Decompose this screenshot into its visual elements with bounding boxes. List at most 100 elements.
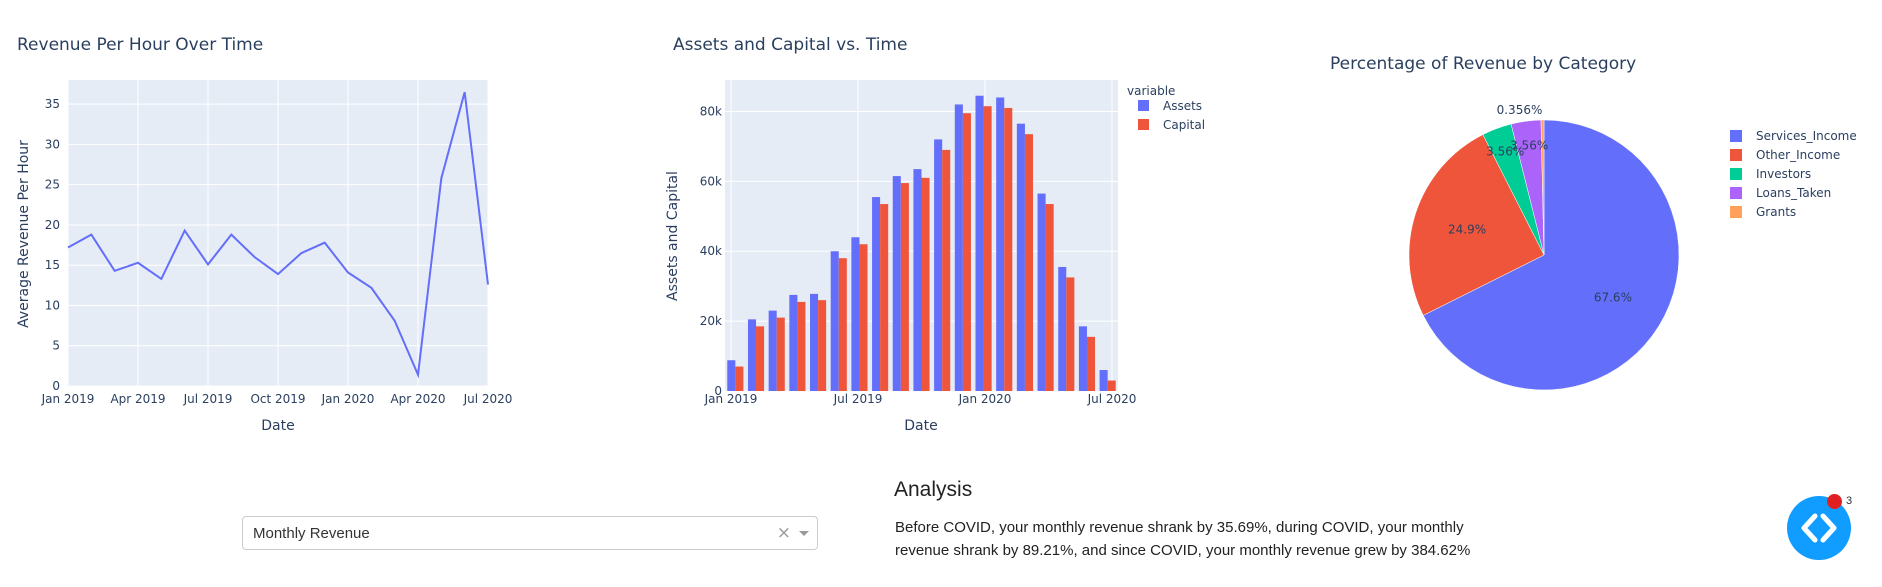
bar-capital[interactable]	[838, 258, 847, 391]
line-y-tick-label: 10	[45, 298, 60, 312]
bar-capital[interactable]	[983, 106, 992, 392]
bar-assets[interactable]	[1016, 123, 1025, 391]
line-x-tick-label: Jul 2020	[463, 392, 513, 406]
analysis-text: Before COVID, your monthly revenue shran…	[895, 519, 1471, 559]
bar-capital[interactable]	[818, 300, 827, 391]
bar-assets[interactable]	[892, 176, 901, 391]
bar-chart-x-ticks: Jan 2019 Jul 2019 Jan 2020 Jul 2020	[704, 392, 1137, 406]
line-chart-x-ticks: Jan 2019 Apr 2019 Jul 2019 Oct 2019 Jan 2020…	[41, 392, 513, 406]
bar-capital[interactable]	[1107, 380, 1116, 391]
bar-assets[interactable]	[1037, 193, 1046, 391]
pie-chart-legend: Services_Income Other_Income Investors Loan…	[1730, 129, 1857, 219]
legend-label[interactable]: Other_Income	[1756, 148, 1840, 162]
bar-assets[interactable]	[1058, 266, 1067, 391]
bar-y-tick-label: 60k	[700, 174, 722, 188]
bar-capital[interactable]	[1086, 336, 1096, 391]
bar-assets[interactable]	[872, 197, 881, 391]
bar-chart-bars	[727, 95, 1116, 392]
pie-slice-label: 24.9%	[1448, 223, 1486, 237]
bar-y-tick-label: 0	[714, 384, 722, 398]
bar-chart-legend: Assets Capital	[1138, 99, 1205, 132]
bar-x-tick-label: Jan 2019	[704, 392, 758, 406]
bar-assets[interactable]	[747, 319, 757, 391]
revenue-line-series[interactable]	[67, 91, 489, 379]
bar-capital[interactable]	[921, 177, 930, 391]
legend-label[interactable]: Capital	[1163, 118, 1205, 132]
bar-capital[interactable]	[797, 301, 806, 391]
pie-slice-grants[interactable]	[1540, 119, 1545, 256]
line-x-tick-label: Jul 2019	[183, 392, 233, 406]
legend-label[interactable]: Grants	[1756, 205, 1796, 219]
bar-assets[interactable]	[768, 310, 777, 391]
legend-label[interactable]: Services_Income	[1756, 129, 1857, 143]
error-count: 3	[1846, 495, 1853, 507]
pie-chart-labels: 67.6% 24.9% 3.56%3.56% 0.356%	[1448, 103, 1632, 305]
line-y-tick-label: 5	[52, 339, 60, 353]
pie-slice-label: 3.56%	[1486, 144, 1524, 158]
bar-assets[interactable]	[830, 251, 839, 391]
bar-assets[interactable]	[1078, 326, 1087, 391]
pie-chart-title: Percentage of Revenue by Category	[1330, 54, 1636, 74]
legend-swatch[interactable]	[1138, 100, 1149, 111]
bar-assets[interactable]	[727, 360, 736, 391]
legend-label[interactable]: Investors	[1756, 167, 1811, 181]
line-x-tick-label: Jan 2019	[41, 392, 95, 406]
bar-x-tick-label: Jul 2019	[833, 392, 883, 406]
pie-chart-slices	[1408, 119, 1680, 391]
chevron-down-icon[interactable]	[799, 531, 809, 536]
bar-capital[interactable]	[1045, 204, 1054, 391]
legend-swatch[interactable]	[1730, 187, 1742, 199]
bar-assets[interactable]	[789, 294, 798, 391]
bar-capital[interactable]	[962, 113, 971, 392]
legend-swatch[interactable]	[1730, 168, 1742, 180]
bar-assets[interactable]	[913, 169, 922, 391]
dropdown-selected-value: Monthly Revenue	[253, 525, 370, 542]
line-y-tick-label: 0	[52, 379, 60, 393]
pie-chart: Percentage of Revenue by Category 67.6% 2…	[1330, 54, 1857, 391]
bar-chart: Assets and Capital vs. Time 0 20k 40k 60k 80…	[665, 35, 1205, 434]
bar-y-tick-label: 40k	[700, 244, 722, 258]
line-x-tick-label: Apr 2019	[110, 392, 165, 406]
bar-assets[interactable]	[1099, 370, 1108, 391]
line-y-tick-label: 15	[45, 258, 60, 272]
metric-dropdown[interactable]: Monthly Revenue ×	[242, 516, 818, 550]
legend-label[interactable]: Assets	[1163, 99, 1202, 113]
bar-capital[interactable]	[859, 244, 868, 391]
bar-capital[interactable]	[756, 326, 765, 391]
bar-chart-title: Assets and Capital vs. Time	[673, 35, 907, 55]
pie-slice-other-income[interactable]	[1408, 134, 1545, 316]
dev-tools-button[interactable]	[1787, 496, 1851, 560]
bar-chart-x-label: Date	[904, 418, 937, 434]
bar-assets[interactable]	[934, 139, 943, 391]
bar-capital[interactable]	[1066, 277, 1075, 391]
bar-capital[interactable]	[776, 317, 785, 391]
bar-assets[interactable]	[954, 104, 963, 392]
pie-slice-label: 3.56%	[1510, 138, 1548, 152]
legend-label[interactable]: Loans_Taken	[1756, 186, 1831, 200]
bar-assets[interactable]	[851, 237, 860, 391]
legend-swatch[interactable]	[1730, 149, 1742, 161]
legend-swatch[interactable]	[1730, 206, 1742, 218]
line-chart-y-label: Average Revenue Per Hour	[16, 140, 32, 328]
bar-assets[interactable]	[975, 95, 984, 391]
bar-assets[interactable]	[996, 97, 1005, 391]
bar-capital[interactable]	[735, 366, 744, 391]
line-chart-y-ticks: 0 5 10 15 20 25 30 35	[45, 97, 60, 393]
bar-capital[interactable]	[1004, 107, 1013, 392]
legend-swatch[interactable]	[1730, 130, 1742, 142]
bar-capital[interactable]	[1024, 134, 1033, 392]
line-x-tick-label: Jan 2020	[321, 392, 375, 406]
legend-swatch[interactable]	[1138, 119, 1149, 130]
bar-capital[interactable]	[880, 204, 889, 391]
pie-slice-label: 67.6%	[1594, 291, 1632, 305]
bar-y-tick-label: 20k	[700, 314, 722, 328]
bar-capital[interactable]	[900, 183, 909, 391]
bar-capital[interactable]	[942, 149, 951, 391]
analysis-heading: Analysis	[894, 478, 973, 501]
bar-assets[interactable]	[810, 293, 819, 391]
pie-slice-services-income[interactable]	[1422, 119, 1680, 391]
bar-x-tick-label: Jan 2020	[958, 392, 1012, 406]
bar-chart-y-ticks: 0 20k 40k 60k 80k	[700, 104, 722, 398]
clear-icon[interactable]: ×	[776, 523, 791, 543]
